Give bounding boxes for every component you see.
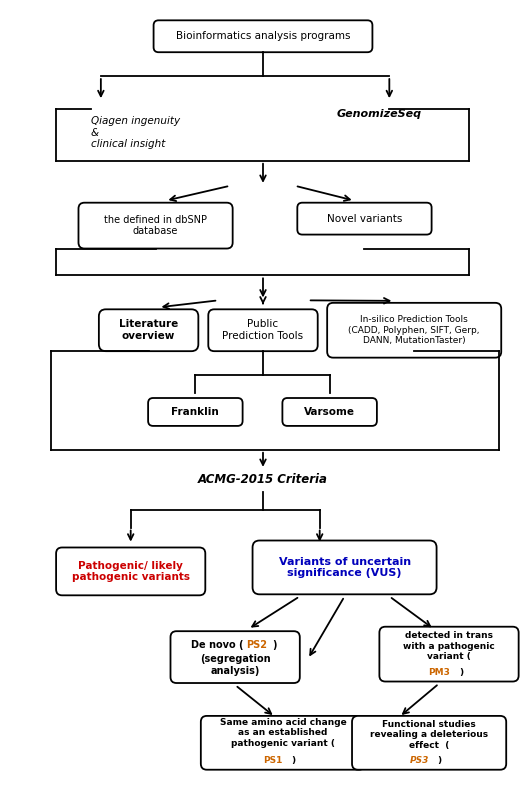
- Text: PM3: PM3: [428, 667, 450, 677]
- FancyBboxPatch shape: [327, 303, 501, 358]
- FancyBboxPatch shape: [282, 398, 377, 426]
- FancyBboxPatch shape: [99, 310, 198, 351]
- Text: Variants of uncertain
significance (VUS): Variants of uncertain significance (VUS): [278, 557, 411, 578]
- FancyBboxPatch shape: [252, 541, 437, 594]
- Text: Functional studies
revealing a deleterious
effect  (: Functional studies revealing a deleterio…: [370, 720, 488, 750]
- Text: Same amino acid change
as an established
pathogenic variant (: Same amino acid change as an established…: [219, 718, 346, 748]
- Text: In-silico Prediction Tools
(CADD, Polyphen, SIFT, Gerp,
DANN, MutationTaster): In-silico Prediction Tools (CADD, Polyph…: [348, 315, 480, 345]
- Text: Public
Prediction Tools: Public Prediction Tools: [222, 319, 304, 341]
- FancyBboxPatch shape: [148, 398, 242, 426]
- FancyBboxPatch shape: [56, 547, 205, 595]
- FancyBboxPatch shape: [201, 716, 365, 770]
- FancyBboxPatch shape: [170, 631, 300, 683]
- Text: Novel variants: Novel variants: [327, 214, 402, 224]
- Text: Bioinformatics analysis programs: Bioinformatics analysis programs: [176, 31, 350, 42]
- FancyBboxPatch shape: [379, 626, 519, 682]
- Text: ): ): [291, 756, 295, 766]
- Text: ACMG-2015 Criteria: ACMG-2015 Criteria: [198, 474, 328, 486]
- Text: Qiagen ingenuity
&
clinical insight: Qiagen ingenuity & clinical insight: [91, 116, 180, 149]
- Text: Franklin: Franklin: [171, 407, 219, 417]
- Text: PS2: PS2: [247, 640, 268, 650]
- Text: the defined in dbSNP
database: the defined in dbSNP database: [104, 215, 207, 237]
- FancyBboxPatch shape: [352, 716, 506, 770]
- Text: GenomizeSeq: GenomizeSeq: [337, 109, 422, 119]
- FancyBboxPatch shape: [208, 310, 318, 351]
- Text: (segregation
analysis): (segregation analysis): [200, 654, 270, 676]
- Text: Pathogenic/ likely
pathogenic variants: Pathogenic/ likely pathogenic variants: [72, 561, 190, 582]
- Text: detected in trans
with a pathogenic
variant (: detected in trans with a pathogenic vari…: [403, 631, 495, 661]
- Text: ): ): [459, 667, 463, 677]
- Text: PS3: PS3: [409, 756, 429, 766]
- Text: PS1: PS1: [263, 756, 282, 766]
- Text: De novo (: De novo (: [191, 640, 244, 650]
- FancyBboxPatch shape: [297, 202, 432, 234]
- FancyBboxPatch shape: [154, 20, 372, 52]
- Text: Literature
overview: Literature overview: [119, 319, 178, 341]
- FancyBboxPatch shape: [78, 202, 232, 249]
- Text: ): ): [437, 756, 441, 766]
- Text: Varsome: Varsome: [304, 407, 355, 417]
- Text: ): ): [272, 640, 277, 650]
